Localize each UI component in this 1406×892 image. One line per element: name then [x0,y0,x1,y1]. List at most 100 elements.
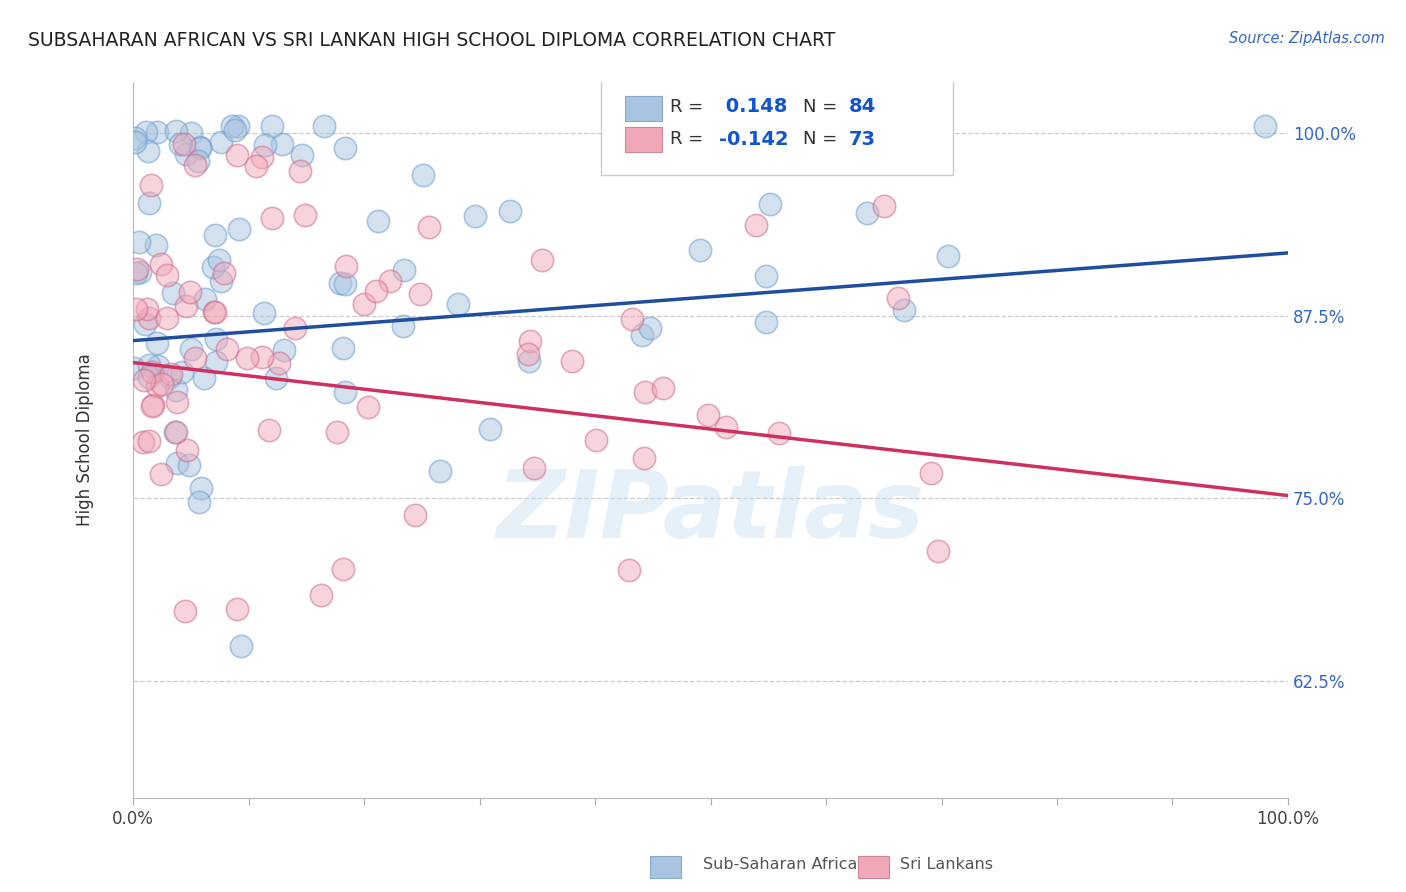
Point [364,284,387,298]
Point [531,253,554,268]
Text: Sub-Saharan Africans: Sub-Saharan Africans [703,857,876,872]
Point [621,312,644,326]
Point [204,228,226,243]
Point [755,315,778,329]
Text: Sri Lankans: Sri Lankans [900,857,993,872]
Point [202,260,225,274]
Point [156,268,179,282]
Point [225,148,247,162]
Point [619,563,641,577]
Point [128,235,150,250]
Point [165,383,187,397]
Point [165,425,187,439]
Point [190,141,212,155]
Text: 0.148: 0.148 [718,97,787,117]
Point [333,384,356,399]
Point [193,370,215,384]
Point [245,160,267,174]
Point [187,153,209,168]
Point [209,274,232,288]
Point [561,354,583,368]
Point [228,222,250,236]
Point [202,305,225,319]
Point [173,136,195,151]
Point [141,399,163,413]
Point [205,332,228,346]
Point [329,276,352,290]
Point [887,291,910,305]
Point [138,311,160,326]
Point [179,285,201,299]
Point [145,237,167,252]
Point [270,136,292,151]
Point [412,168,434,182]
Point [633,450,655,465]
Point [212,266,235,280]
Point [335,259,357,273]
Point [190,481,212,495]
Point [873,199,896,213]
Point [226,602,249,616]
Point [124,136,146,150]
Point [215,342,238,356]
Point [357,400,380,414]
Point [187,495,209,509]
Text: N =: N = [803,130,837,148]
Point [253,306,276,320]
Point [176,443,198,458]
Point [146,125,169,139]
Point [262,119,284,133]
Point [394,263,416,277]
Point [309,588,332,602]
Point [652,381,675,395]
Point [146,359,169,373]
Point [291,147,314,161]
Text: ZIPatlas: ZIPatlas [496,466,925,558]
Point [294,208,316,222]
Point [759,197,782,211]
Point [519,334,541,348]
Point [585,434,607,448]
Point [162,286,184,301]
Point [264,370,287,384]
Point [312,119,335,133]
Point [174,299,197,313]
Point [231,639,253,653]
Point [893,302,915,317]
Point [166,395,188,409]
Point [447,297,470,311]
Point [745,218,768,232]
Point [122,360,145,375]
Point [696,408,718,422]
Point [630,328,652,343]
Point [267,356,290,370]
Point [135,125,157,139]
Point [172,365,194,379]
Point [689,244,711,258]
Point [141,365,163,379]
Point [326,425,349,439]
Point [125,261,148,276]
Point [367,214,389,228]
Point [936,249,959,263]
Point [228,120,250,134]
Point [194,293,217,307]
Point [429,464,451,478]
Point [129,264,152,278]
Text: N =: N = [803,98,837,116]
Point [633,384,655,399]
Point [165,123,187,137]
Point [149,257,172,271]
Point [138,195,160,210]
Point [136,144,159,158]
Point [418,219,440,234]
Point [180,342,202,356]
Point [139,178,162,192]
Point [333,141,356,155]
Point [479,422,502,436]
Point [179,458,201,472]
Point [165,425,187,439]
Point [640,320,662,334]
Text: R =: R = [671,98,703,116]
Text: High School Diploma: High School Diploma [76,353,94,526]
